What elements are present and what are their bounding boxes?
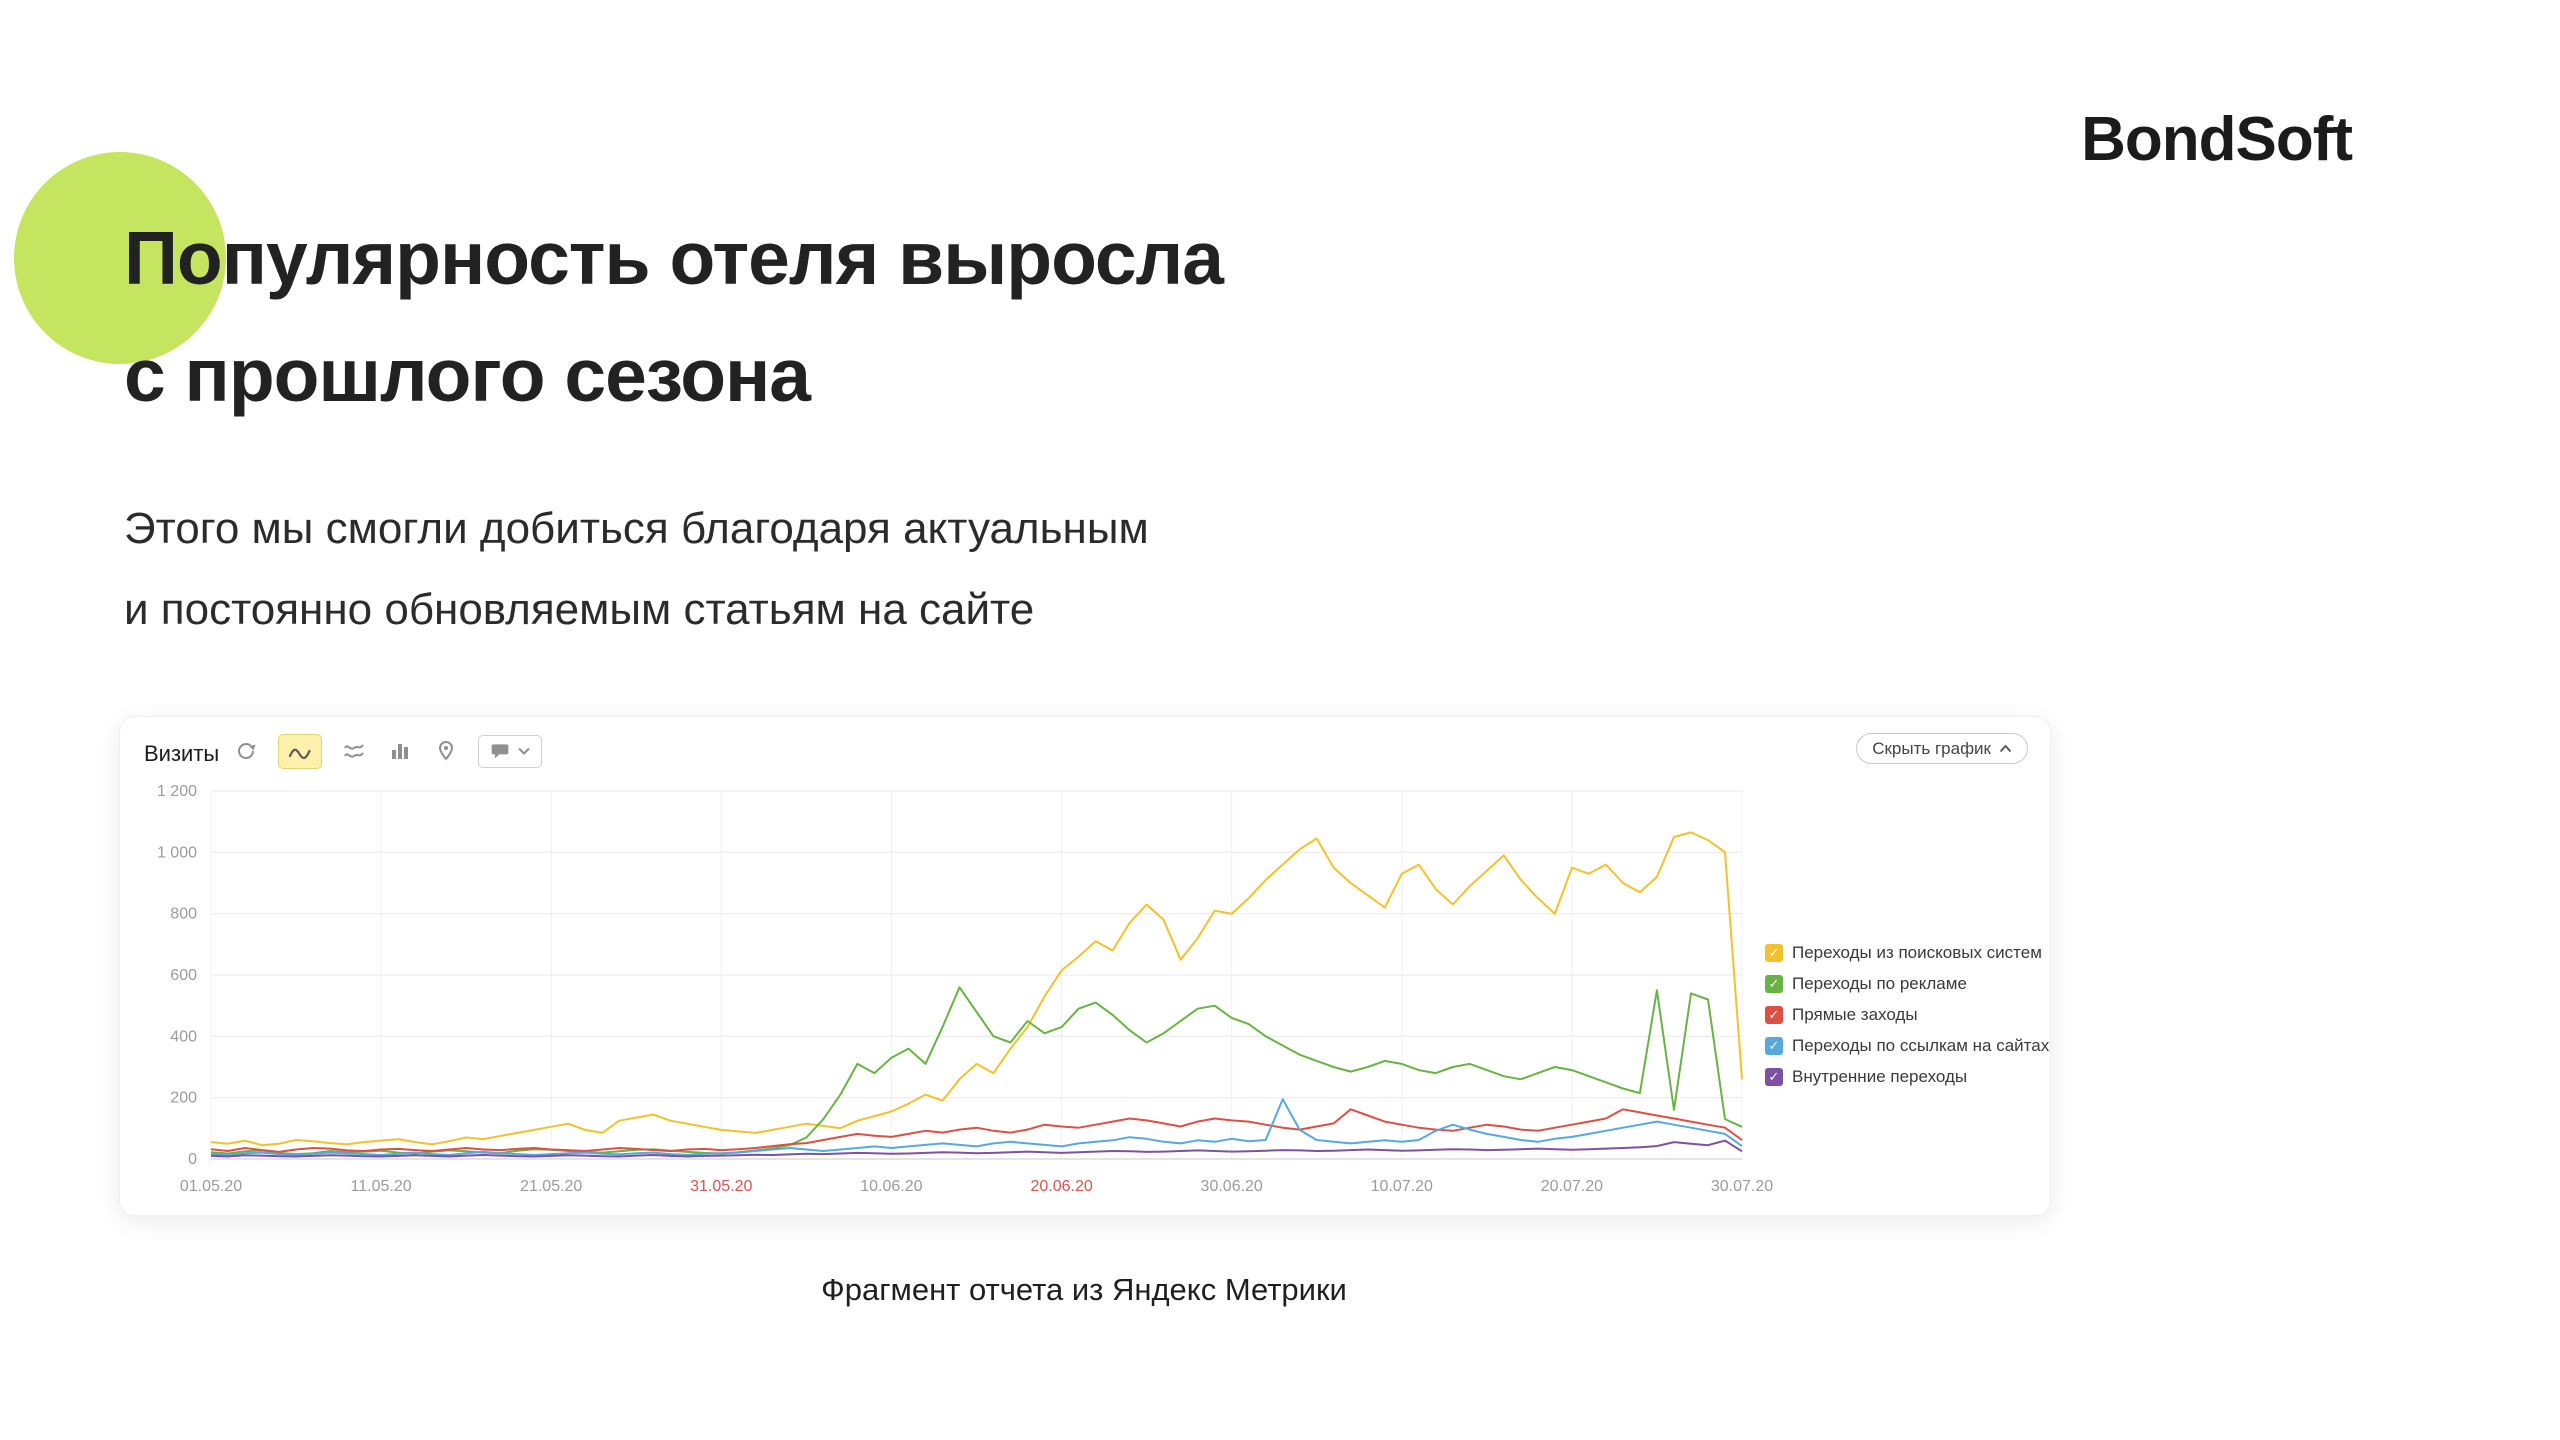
legend-checkbox[interactable]: ✓ (1765, 975, 1783, 993)
line-chart-icon[interactable] (278, 733, 322, 769)
subtitle-line-2: и постоянно обновляемым статьям на сайте (124, 585, 1035, 635)
legend-label: Внутренние переходы (1792, 1067, 1968, 1086)
legend-checkbox[interactable]: ✓ (1765, 1006, 1783, 1024)
page-title: Популярность отеля выросла с прошлого се… (124, 200, 1224, 434)
svg-text:600: 600 (170, 967, 197, 984)
heading-line-2: с прошлого сезона (124, 333, 811, 417)
metrika-chart-svg: 0 200 400 600 800 1 000 1 200 01.05.20 11.05.20 2… (157, 783, 1773, 1195)
legend-item[interactable]: ✓ Прямые заходы (1765, 1005, 2049, 1025)
svg-text:1 000: 1 000 (157, 844, 197, 861)
legend-checkbox[interactable]: ✓ (1765, 1037, 1783, 1055)
bar-chart-icon[interactable] (386, 737, 414, 765)
accent-circle (14, 152, 226, 364)
svg-text:30.06.20: 30.06.20 (1201, 1178, 1263, 1195)
svg-text:800: 800 (170, 906, 197, 923)
chart-legend: ✓ Переходы из поисковых систем ✓ Переходы п… (1765, 943, 2049, 1087)
svg-text:11.05.20: 11.05.20 (351, 1178, 412, 1195)
svg-text:10.07.20: 10.07.20 (1371, 1178, 1433, 1195)
hide-chart-button[interactable]: Скрыть график (1856, 733, 2028, 764)
svg-text:31.05.20: 31.05.20 (690, 1178, 752, 1195)
page-subtitle: Этого мы смогли добиться благодаря актуа… (124, 488, 1149, 651)
svg-text:200: 200 (170, 1090, 197, 1107)
chevron-up-icon (1999, 744, 2012, 753)
svg-text:21.05.20: 21.05.20 (520, 1178, 582, 1195)
visits-label: Визиты (144, 741, 220, 766)
legend-checkbox[interactable]: ✓ (1765, 944, 1783, 962)
legend-label: Переходы из поисковых систем (1792, 943, 2042, 962)
svg-text:20.06.20: 20.06.20 (1030, 1178, 1092, 1195)
legend-item[interactable]: ✓ Переходы по рекламе (1765, 974, 2049, 994)
chevron-down-icon (518, 747, 530, 755)
svg-text:20.07.20: 20.07.20 (1541, 1178, 1603, 1195)
chart-caption: Фрагмент отчета из Яндекс Метрики (821, 1272, 1347, 1307)
svg-text:30.07.20: 30.07.20 (1711, 1178, 1773, 1195)
svg-text:01.05.20: 01.05.20 (180, 1178, 242, 1195)
legend-item[interactable]: ✓ Переходы по ссылкам на сайтах (1765, 1036, 2049, 1056)
heading-line-1: Популярность отеля выросла (124, 216, 1224, 300)
legend-item[interactable]: ✓ Переходы из поисковых систем (1765, 943, 2049, 963)
svg-text:1 200: 1 200 (157, 783, 197, 800)
map-pin-icon[interactable] (432, 737, 460, 765)
svg-text:0: 0 (188, 1151, 197, 1168)
refresh-icon[interactable] (232, 737, 260, 765)
legend-checkbox[interactable]: ✓ (1765, 1068, 1783, 1086)
comment-dropdown[interactable] (478, 734, 542, 768)
metrika-report-card: Визиты (119, 716, 2051, 1216)
hide-chart-label: Скрыть график (1872, 738, 1991, 758)
svg-text:10.06.20: 10.06.20 (860, 1178, 922, 1195)
legend-label: Переходы по ссылкам на сайтах (1792, 1036, 2050, 1055)
stacked-chart-icon[interactable] (340, 737, 368, 765)
subtitle-line-1: Этого мы смогли добиться благодаря актуа… (124, 504, 1149, 553)
bondsoft-logo: BondSoft (2081, 105, 2353, 174)
comment-icon (491, 744, 509, 759)
legend-label: Прямые заходы (1792, 1005, 1918, 1024)
legend-item[interactable]: ✓ Внутренние переходы (1765, 1067, 2049, 1087)
chart-toolbar (232, 733, 542, 769)
legend-label: Переходы по рекламе (1792, 974, 1967, 993)
svg-text:400: 400 (170, 1028, 197, 1045)
